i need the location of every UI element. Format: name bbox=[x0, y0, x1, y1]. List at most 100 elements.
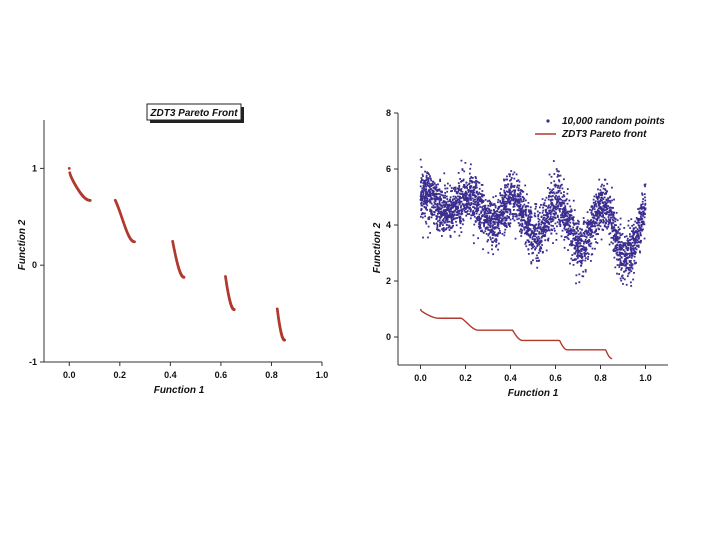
random-point bbox=[593, 216, 596, 219]
random-point bbox=[540, 216, 543, 219]
random-point bbox=[530, 261, 533, 263]
random-point bbox=[517, 199, 519, 202]
random-point bbox=[626, 242, 629, 245]
random-point bbox=[496, 210, 499, 213]
random-point bbox=[619, 258, 621, 260]
random-point bbox=[472, 202, 475, 205]
random-point bbox=[572, 229, 575, 231]
random-point bbox=[510, 186, 512, 189]
random-point bbox=[426, 199, 429, 201]
random-point bbox=[466, 198, 469, 201]
random-point bbox=[435, 192, 438, 195]
random-point bbox=[547, 187, 549, 189]
random-point bbox=[444, 194, 446, 197]
random-point bbox=[465, 198, 468, 201]
random-point bbox=[590, 232, 593, 235]
random-point bbox=[566, 223, 569, 226]
random-point bbox=[627, 247, 630, 249]
random-point bbox=[637, 224, 640, 226]
random-point bbox=[466, 184, 469, 187]
random-point bbox=[480, 200, 482, 203]
random-point bbox=[557, 191, 560, 194]
random-point bbox=[579, 252, 582, 255]
random-point bbox=[589, 228, 592, 231]
random-point bbox=[469, 167, 472, 170]
random-point bbox=[527, 233, 530, 236]
random-point bbox=[439, 178, 442, 181]
random-point bbox=[606, 208, 608, 210]
random-point bbox=[528, 210, 530, 213]
random-point bbox=[469, 195, 472, 198]
random-point bbox=[552, 191, 555, 194]
random-point bbox=[527, 248, 530, 251]
random-point bbox=[535, 247, 537, 249]
random-point bbox=[534, 248, 536, 251]
random-point bbox=[608, 233, 611, 235]
random-point bbox=[519, 223, 522, 226]
random-point bbox=[548, 229, 551, 232]
random-point bbox=[503, 179, 506, 182]
random-point bbox=[513, 219, 516, 222]
random-point bbox=[559, 225, 562, 227]
random-point bbox=[618, 240, 620, 243]
random-point bbox=[575, 222, 577, 225]
random-point bbox=[634, 240, 637, 243]
random-point bbox=[507, 197, 510, 200]
random-point bbox=[522, 211, 524, 214]
random-point bbox=[568, 210, 571, 213]
random-point bbox=[462, 178, 465, 181]
random-point bbox=[421, 191, 424, 193]
random-point bbox=[508, 216, 510, 218]
random-point bbox=[482, 209, 485, 211]
random-point bbox=[628, 254, 631, 257]
random-point bbox=[533, 228, 536, 231]
random-point bbox=[612, 211, 615, 214]
random-point bbox=[604, 189, 607, 192]
random-point bbox=[591, 253, 594, 255]
random-point bbox=[429, 191, 431, 193]
random-point bbox=[464, 207, 467, 210]
random-point bbox=[423, 212, 426, 215]
random-point bbox=[596, 218, 599, 221]
random-point bbox=[633, 250, 636, 252]
random-point bbox=[452, 206, 454, 209]
random-point bbox=[634, 246, 637, 249]
random-point bbox=[438, 212, 441, 215]
random-point bbox=[526, 239, 529, 242]
random-point bbox=[502, 204, 505, 207]
random-point bbox=[566, 211, 568, 214]
random-point bbox=[625, 247, 628, 250]
random-point bbox=[514, 237, 517, 240]
random-point bbox=[591, 216, 594, 219]
random-point bbox=[433, 201, 436, 204]
random-point bbox=[598, 201, 601, 204]
random-point bbox=[579, 261, 582, 264]
random-point bbox=[629, 246, 632, 249]
random-point bbox=[517, 194, 520, 197]
random-point bbox=[489, 238, 492, 241]
random-point bbox=[526, 226, 529, 229]
random-point bbox=[615, 211, 618, 214]
random-point bbox=[444, 187, 447, 190]
random-point bbox=[537, 217, 540, 220]
random-point bbox=[522, 200, 525, 202]
random-point bbox=[517, 179, 520, 182]
random-point bbox=[477, 207, 480, 210]
random-point bbox=[498, 218, 500, 220]
random-point bbox=[479, 225, 481, 228]
random-point bbox=[609, 221, 611, 224]
random-point bbox=[625, 283, 628, 286]
random-point bbox=[508, 217, 511, 219]
random-point bbox=[567, 227, 570, 230]
random-point bbox=[550, 175, 553, 178]
random-point bbox=[491, 218, 494, 220]
random-point bbox=[542, 232, 545, 235]
random-point bbox=[450, 227, 453, 229]
random-point bbox=[454, 195, 457, 198]
random-point bbox=[568, 224, 571, 227]
random-point bbox=[559, 174, 562, 177]
random-point bbox=[515, 213, 517, 215]
random-point bbox=[580, 240, 583, 243]
random-point bbox=[453, 217, 455, 220]
random-point bbox=[605, 199, 608, 202]
